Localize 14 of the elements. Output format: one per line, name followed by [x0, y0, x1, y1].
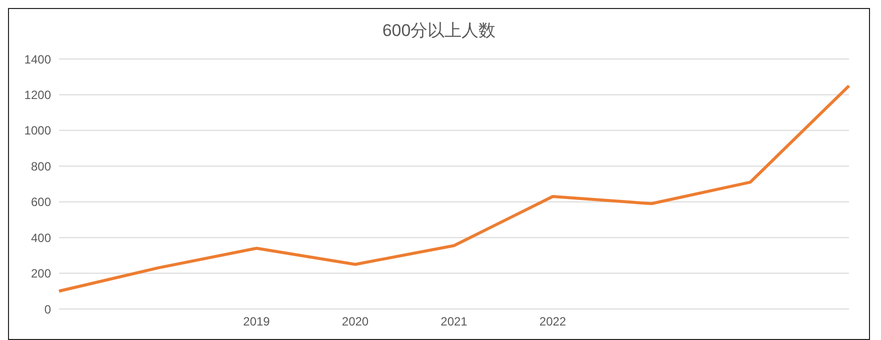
x-tick-label: 2021: [440, 314, 468, 329]
y-tick-label: 1400: [24, 52, 52, 66]
y-tick-label: 800: [30, 159, 52, 174]
line-series: [58, 84, 850, 293]
chart-title: 600分以上人数: [381, 20, 497, 42]
y-tick-label: 400: [30, 230, 52, 245]
x-tick-label: 2022: [539, 314, 566, 329]
y-tick-label: 0: [44, 302, 52, 316]
x-tick-label: 2019: [243, 314, 270, 329]
y-tick-label: 1000: [24, 124, 52, 138]
x-tick-label: 2020: [342, 314, 369, 329]
y-tick-label: 1200: [24, 88, 52, 102]
y-tick-label: 200: [30, 266, 52, 281]
y-tick-label: 600: [30, 195, 52, 210]
